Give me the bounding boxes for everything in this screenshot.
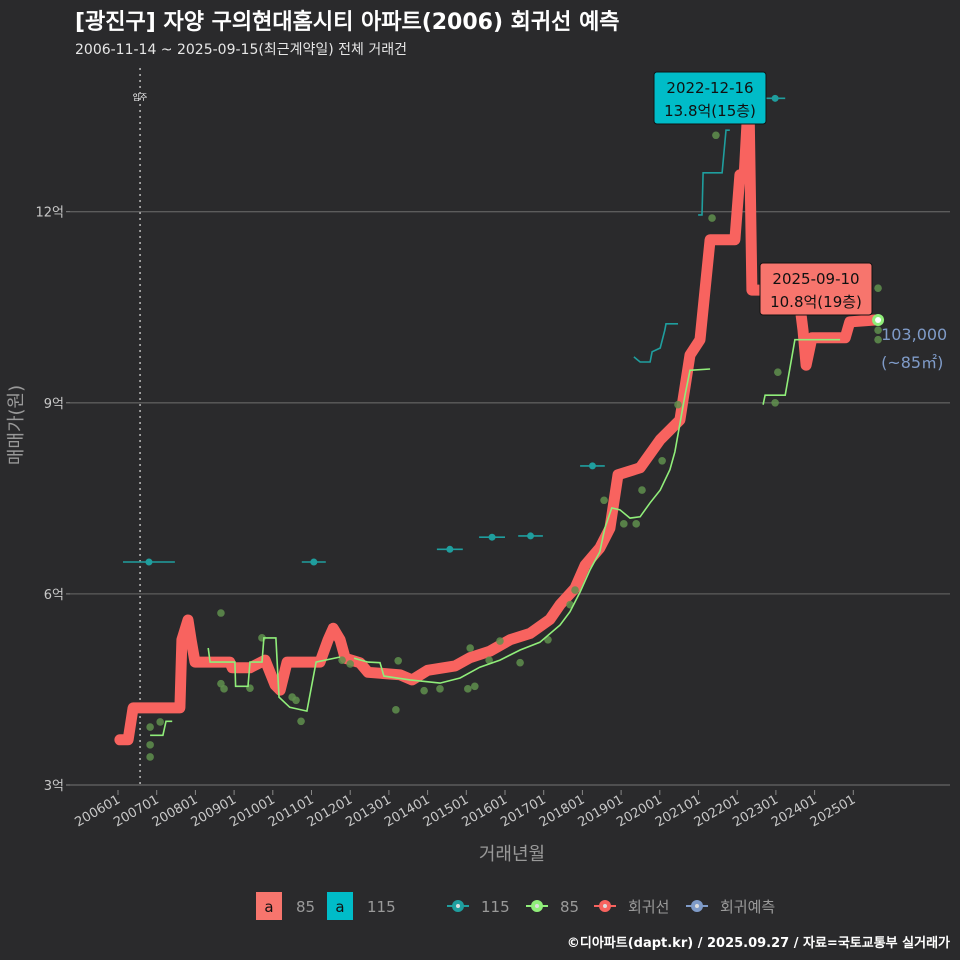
legend-label: 115 <box>367 898 396 916</box>
annotation-box <box>759 262 873 316</box>
series-115-point <box>527 532 535 540</box>
chart-subtitle: 2006-11-14 ~ 2025-09-15(최근계약일) 전체 거래건 <box>75 42 407 58</box>
transaction-point <box>436 685 444 693</box>
transaction-point <box>346 660 355 668</box>
transaction-point <box>771 399 779 407</box>
annotation-date: 2022-12-16 <box>666 79 753 97</box>
transaction-point <box>394 656 402 665</box>
series-115-point <box>588 462 596 470</box>
legend-label: 85 <box>560 898 579 916</box>
series-115-point <box>310 558 318 566</box>
transaction-point <box>571 586 579 594</box>
transaction-point <box>496 637 504 645</box>
legend-point-center <box>603 904 607 908</box>
transaction-point <box>146 753 154 761</box>
transaction-point <box>708 214 716 222</box>
transaction-point <box>638 486 646 494</box>
forecast-value-label: 103,000 <box>881 325 947 344</box>
legend-glyph: a <box>264 898 273 916</box>
annotation-box <box>653 71 767 125</box>
transaction-point <box>674 400 682 409</box>
series-85-line <box>353 368 711 684</box>
move-in-label: 입주 <box>133 93 148 102</box>
legend-label: 115 <box>481 898 510 916</box>
chart-title: [광진구] 자양 구의현대홈시티 아파트(2006) 회귀선 예측 <box>75 10 620 35</box>
transaction-point <box>338 656 346 664</box>
transaction-point <box>658 456 666 465</box>
y-axis-label: 매매가(원) <box>6 385 27 465</box>
series-115-point <box>446 545 454 553</box>
series-85-line <box>207 637 341 713</box>
transaction-point <box>485 656 493 664</box>
y-tick-label: 6억 <box>44 588 64 603</box>
transaction-point <box>146 741 154 749</box>
transaction-point <box>217 609 225 617</box>
legend-label: 85 <box>296 898 315 916</box>
legend-point-center <box>695 904 699 908</box>
legend-label: 회귀예측 <box>720 898 775 916</box>
legend-area-key-85 <box>256 892 282 920</box>
transaction-point <box>620 520 628 528</box>
transaction-point <box>392 706 400 714</box>
transaction-point <box>471 682 479 691</box>
transaction-point <box>297 717 305 726</box>
annotation-date: 2025-09-10 <box>772 270 859 288</box>
transaction-point <box>632 520 640 528</box>
legend-point-center <box>535 904 539 908</box>
forecast-point-center <box>875 316 882 323</box>
legend-label: 회귀선 <box>628 898 669 916</box>
transaction-point <box>874 284 882 292</box>
x-axis-label: 거래년월 <box>479 844 545 865</box>
series-115-line <box>633 322 678 363</box>
legend-point-center <box>456 904 460 908</box>
series-115-point <box>145 558 153 566</box>
annotation-value: 10.8억(19층) <box>770 293 862 311</box>
forecast-area-label: (~85㎡) <box>881 353 943 372</box>
y-tick-label: 9억 <box>44 397 64 412</box>
transaction-point <box>874 335 882 344</box>
transaction-point <box>156 718 164 726</box>
transaction-point <box>292 696 300 705</box>
transaction-point <box>516 658 524 667</box>
series-85-line <box>762 338 841 405</box>
credit-text: ©디아파트(dapt.kr) / 2025.09.27 / 자료=국토교통부 실… <box>566 936 950 951</box>
transaction-point <box>420 686 428 695</box>
transaction-point <box>774 368 782 377</box>
annotation-value: 13.8억(15층) <box>664 102 756 120</box>
regression-line <box>114 84 881 746</box>
series-115-line <box>698 129 730 216</box>
transaction-point <box>712 131 720 140</box>
transaction-point <box>146 723 154 731</box>
series-85-line <box>150 720 173 737</box>
series-115-point <box>488 533 496 541</box>
y-tick-label: 12억 <box>35 206 64 221</box>
legend-area-key-115 <box>327 892 353 920</box>
legend-glyph: a <box>335 898 344 916</box>
transaction-point <box>600 496 608 505</box>
transaction-point <box>464 685 472 693</box>
y-tick-label: 3억 <box>44 779 64 794</box>
transaction-point <box>874 326 882 334</box>
transaction-point <box>466 644 474 652</box>
series-115-point <box>771 94 779 102</box>
transaction-point <box>220 685 228 693</box>
